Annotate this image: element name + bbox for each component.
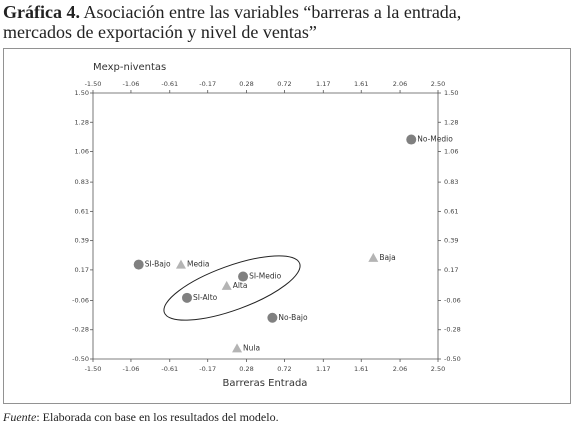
point bbox=[267, 312, 278, 323]
y-tick-label: -0.28 bbox=[444, 326, 461, 334]
x-tick-label: 1.17 bbox=[316, 365, 330, 373]
point-label: Media bbox=[187, 260, 210, 269]
x-tick-label: 0.28 bbox=[239, 80, 253, 88]
x-tick-label: -1.06 bbox=[123, 365, 140, 373]
x-tick-label: -0.61 bbox=[161, 80, 178, 88]
cluster-ellipse bbox=[163, 255, 301, 321]
title-line: mercados de exportación y nivel de venta… bbox=[3, 22, 317, 42]
point-label: Alta bbox=[233, 281, 248, 290]
point-label: SI-Bajo bbox=[145, 260, 171, 269]
y-tick-label: 0.39 bbox=[444, 237, 458, 245]
y-tick-label: 0.17 bbox=[75, 266, 89, 274]
point bbox=[133, 259, 144, 270]
y-tick-label: -0.06 bbox=[444, 296, 461, 304]
x-tick-label: -1.50 bbox=[85, 80, 102, 88]
x-tick-label: 2.50 bbox=[431, 365, 445, 373]
y-tick-label: 1.06 bbox=[444, 148, 458, 156]
y-axis-title: Mexp-niventas bbox=[93, 62, 166, 73]
point-label: Baja bbox=[379, 253, 395, 262]
x-tick-label: -0.17 bbox=[199, 365, 216, 373]
x-tick-label: -0.61 bbox=[161, 365, 178, 373]
x-tick-label: 1.61 bbox=[354, 365, 368, 373]
y-tick-label: 0.61 bbox=[75, 207, 89, 215]
chart-title: Gráfica 4. Asociación entre las variable… bbox=[3, 2, 461, 22]
chart-frame bbox=[3, 48, 571, 404]
point bbox=[238, 271, 249, 282]
point bbox=[182, 292, 193, 303]
x-tick-label: 2.06 bbox=[393, 80, 407, 88]
y-tick-label: 1.28 bbox=[444, 118, 458, 126]
point bbox=[368, 252, 379, 262]
y-tick-label: 1.50 bbox=[75, 89, 89, 97]
point-label: SI-Medio bbox=[249, 272, 282, 281]
y-tick-label: 0.61 bbox=[444, 207, 458, 215]
x-tick-label: -1.06 bbox=[123, 80, 140, 88]
y-tick-label: 1.28 bbox=[75, 118, 89, 126]
y-tick-label: 0.83 bbox=[444, 178, 458, 186]
point-label: Nula bbox=[243, 343, 260, 352]
x-tick-label: 1.61 bbox=[354, 80, 368, 88]
y-tick-label: 1.50 bbox=[444, 89, 458, 97]
x-tick-label: 1.17 bbox=[316, 80, 330, 88]
title-line: Asociación entre las variables “barreras… bbox=[84, 2, 462, 22]
x-tick-label: 2.50 bbox=[431, 80, 445, 88]
x-axis-title: Barreras Entrada bbox=[223, 378, 308, 389]
source-text: : Elaborada con base en los resultados d… bbox=[36, 410, 278, 424]
point-label: No-Medio bbox=[417, 135, 453, 144]
point bbox=[221, 280, 232, 290]
source-note: Fuente: Elaborada con base en los result… bbox=[2, 410, 279, 424]
title-label: Gráfica 4. bbox=[3, 2, 80, 22]
x-tick-label: -0.17 bbox=[199, 80, 216, 88]
x-tick-label: 0.28 bbox=[239, 365, 253, 373]
y-tick-label: 1.06 bbox=[75, 148, 89, 156]
y-tick-label: 0.83 bbox=[75, 178, 89, 186]
y-tick-label: -0.50 bbox=[72, 355, 89, 363]
x-tick-label: -1.50 bbox=[85, 365, 102, 373]
point-label: No-Bajo bbox=[278, 313, 308, 322]
point-label: SI-Alto bbox=[193, 293, 218, 302]
x-tick-label: 0.72 bbox=[277, 365, 291, 373]
point bbox=[406, 134, 417, 145]
y-tick-label: 0.39 bbox=[75, 237, 89, 245]
point bbox=[232, 343, 243, 353]
source-label: Fuente bbox=[2, 410, 37, 424]
y-tick-label: -0.06 bbox=[72, 296, 89, 304]
y-tick-label: -0.50 bbox=[444, 355, 461, 363]
point bbox=[175, 259, 186, 269]
y-tick-label: -0.28 bbox=[72, 326, 89, 334]
x-tick-label: 2.06 bbox=[393, 365, 407, 373]
y-tick-label: 0.17 bbox=[444, 266, 458, 274]
x-tick-label: 0.72 bbox=[277, 80, 291, 88]
